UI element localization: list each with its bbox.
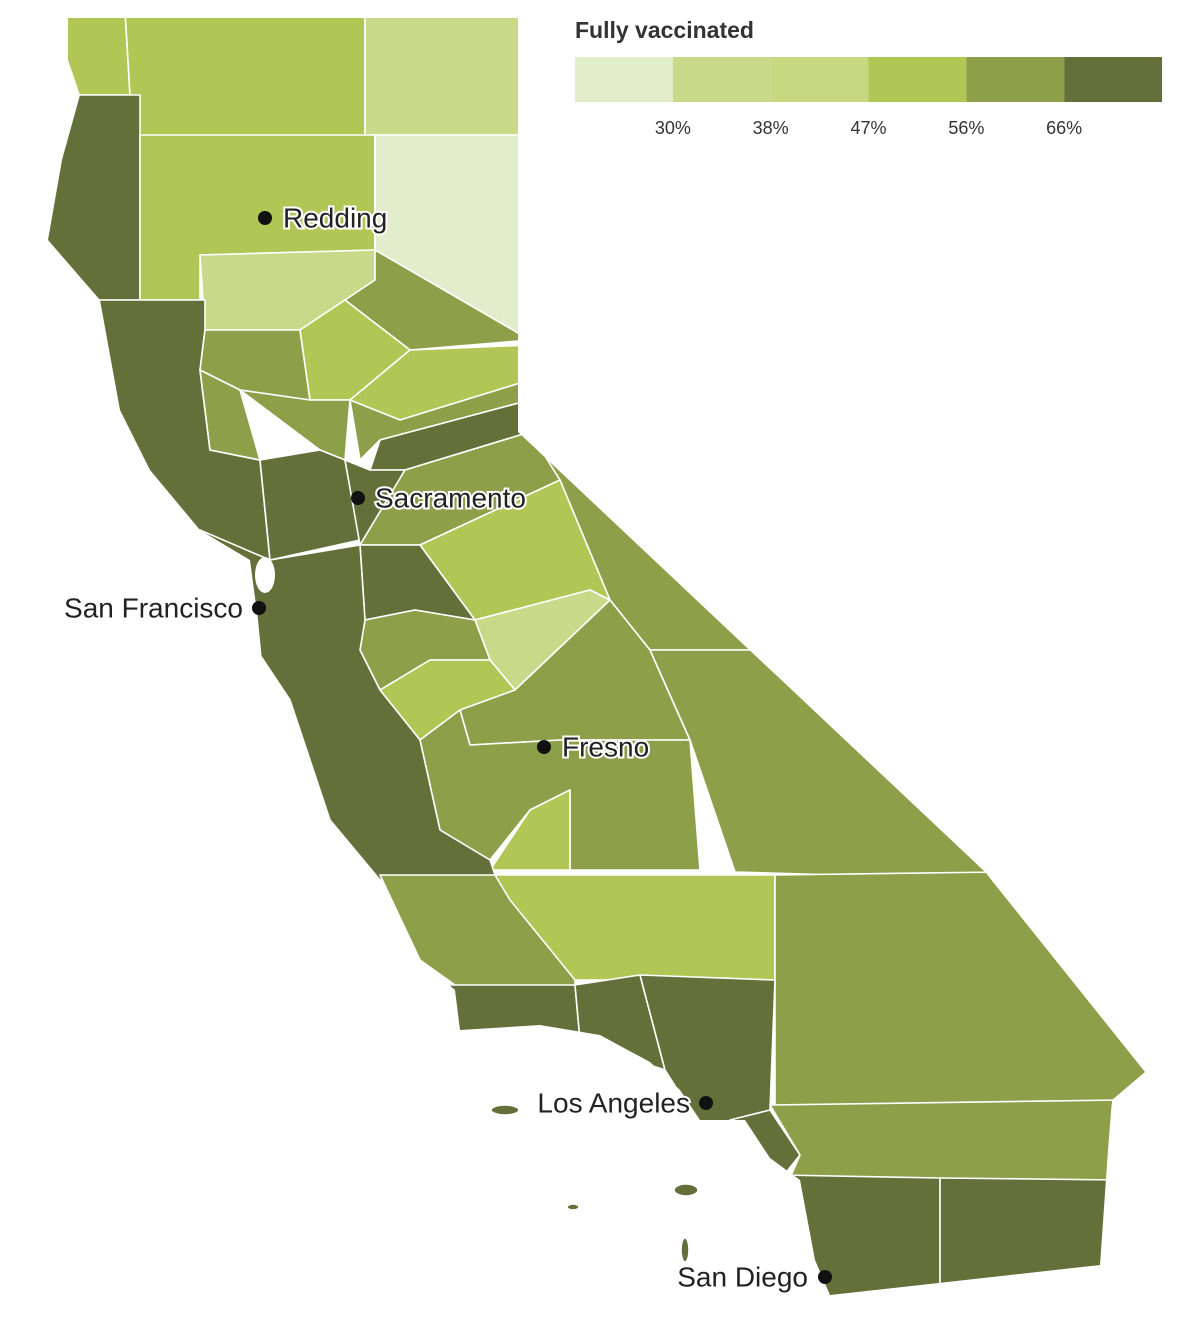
county (489, 789, 571, 871)
island (680, 1237, 690, 1263)
county (774, 871, 1145, 1111)
islands (490, 1104, 699, 1263)
city-dot (537, 740, 551, 754)
legend-label: 47% (850, 118, 886, 138)
city-dot (699, 1096, 713, 1110)
legend-label: 66% (1046, 118, 1082, 138)
legend-title: Fully vaccinated (575, 17, 754, 43)
county (199, 529, 496, 881)
legend-label: 38% (753, 118, 789, 138)
city-dot (258, 211, 272, 225)
counties (48, 18, 1145, 1295)
legend-swatch (770, 57, 869, 102)
city-dot (252, 601, 266, 615)
island (566, 1203, 580, 1211)
city-label: San Francisco (64, 592, 243, 623)
city-label: Fresno (562, 731, 649, 762)
legend-swatch (966, 57, 1065, 102)
legend: Fully vaccinated 30% 38% 47% 56% 66% (575, 17, 1162, 138)
city-label: Sacramento (375, 482, 526, 513)
county (259, 449, 361, 561)
legend-swatch (575, 57, 673, 102)
city-label: Los Angeles (537, 1087, 690, 1118)
bay (255, 557, 275, 593)
city-label: Redding (283, 202, 387, 233)
island (673, 1183, 699, 1197)
county (48, 94, 141, 301)
city-label: San Diego (677, 1261, 808, 1292)
legend-label: 56% (948, 118, 984, 138)
county (769, 1099, 1121, 1181)
legend-swatch (1064, 57, 1162, 102)
legend-swatch (672, 57, 771, 102)
county (939, 1177, 1121, 1295)
legend-swatch (868, 57, 967, 102)
county (649, 649, 1001, 881)
city-dot (818, 1270, 832, 1284)
county (48, 18, 131, 96)
city-dot (351, 491, 365, 505)
legend-label: 30% (655, 118, 691, 138)
county (364, 18, 531, 136)
county (439, 984, 581, 1041)
cities: Redding Sacramento San Francisco Fresno … (62, 200, 832, 1294)
island (490, 1104, 520, 1116)
